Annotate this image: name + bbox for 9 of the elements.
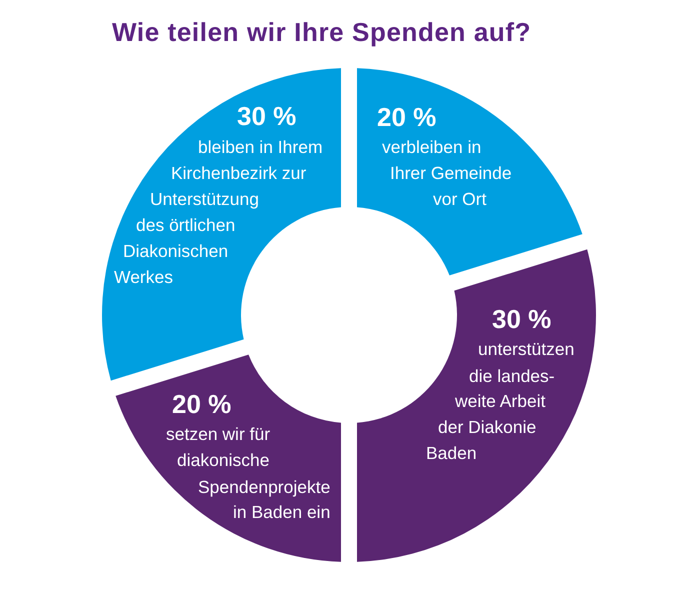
slice-label: unterstützen die landes- weite Arbeit der Diakonie Baden — [426, 339, 574, 463]
data-label: 20 % — [377, 102, 436, 132]
data-label: 20 % — [172, 389, 232, 419]
chart-title: Wie teilen wir Ihre Spenden auf? — [112, 17, 532, 47]
slice-label: bleiben in Ihrem Kirchenbezirk zur Unterstützung des örtlichen Diakonischen Werkes — [114, 137, 323, 287]
slice-label: verbleiben in Ihrer Gemeinde vor Ort — [382, 137, 512, 209]
data-label: 30 % — [492, 304, 552, 334]
data-label: 30 % — [237, 101, 296, 131]
slice-label: setzen wir für diakonische Spendenprojekte in Baden ein — [166, 424, 330, 522]
